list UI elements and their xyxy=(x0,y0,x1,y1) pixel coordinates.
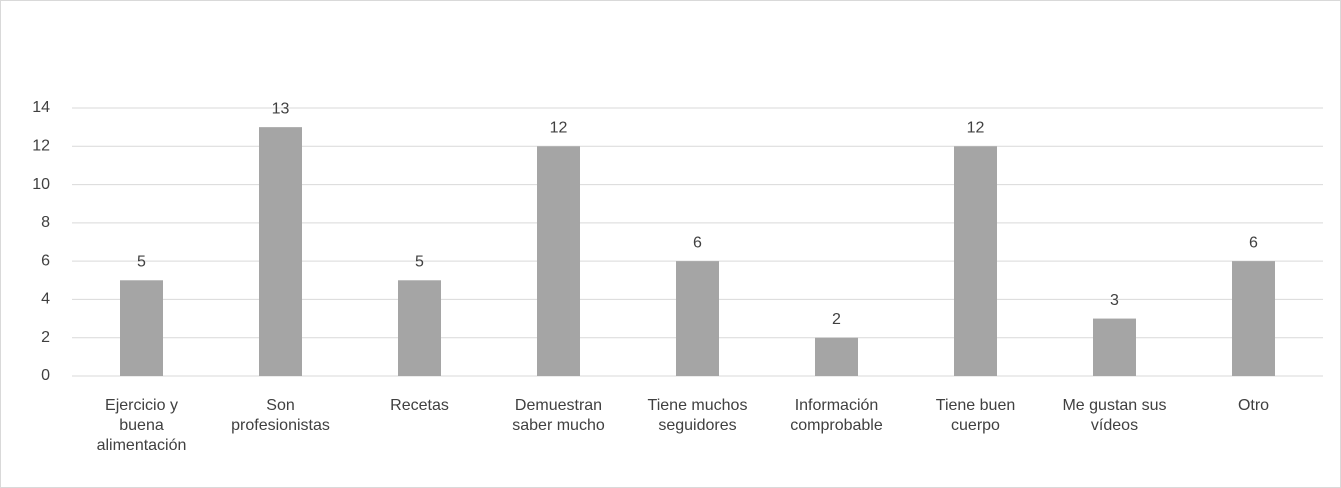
x-tick-label: Demuestran saber mucho xyxy=(512,397,605,434)
y-tick-label: 0 xyxy=(41,367,50,384)
bar xyxy=(398,280,441,376)
bar xyxy=(537,146,580,376)
bar xyxy=(676,261,719,376)
y-tick-label: 6 xyxy=(41,252,50,269)
x-tick-label: Tiene muchos seguidores xyxy=(647,397,748,434)
data-label: 5 xyxy=(415,254,424,271)
x-tick-label: Otro xyxy=(1237,397,1270,414)
data-label: 2 xyxy=(832,311,841,328)
y-tick-label: 12 xyxy=(32,138,50,155)
bar xyxy=(954,146,997,376)
y-tick-label: 14 xyxy=(32,99,50,116)
x-tick-label: Son profesionistas xyxy=(231,397,330,434)
data-label: 13 xyxy=(272,100,290,117)
y-tick-label: 8 xyxy=(41,214,50,231)
x-tick-label: Me gustan sus vídeos xyxy=(1062,397,1167,434)
data-label: 6 xyxy=(1249,234,1258,251)
bar xyxy=(815,337,858,376)
x-tick-label: Recetas xyxy=(390,397,449,414)
bar xyxy=(259,127,302,377)
x-tick-label: Ejercicio y buena alimentación xyxy=(96,397,187,454)
data-label: 12 xyxy=(967,120,985,137)
bar xyxy=(1232,261,1275,376)
bar xyxy=(1093,318,1136,376)
bar xyxy=(120,280,163,376)
x-tick-label: Tiene buen cuerpo xyxy=(935,397,1016,434)
y-tick-label: 4 xyxy=(41,291,50,308)
data-label: 12 xyxy=(550,120,568,137)
data-label: 5 xyxy=(137,254,146,271)
x-tick-label: Información comprobable xyxy=(790,397,883,434)
y-tick-label: 2 xyxy=(41,329,50,346)
data-label: 6 xyxy=(693,234,702,251)
data-label: 3 xyxy=(1110,292,1119,309)
y-tick-label: 10 xyxy=(32,176,50,193)
